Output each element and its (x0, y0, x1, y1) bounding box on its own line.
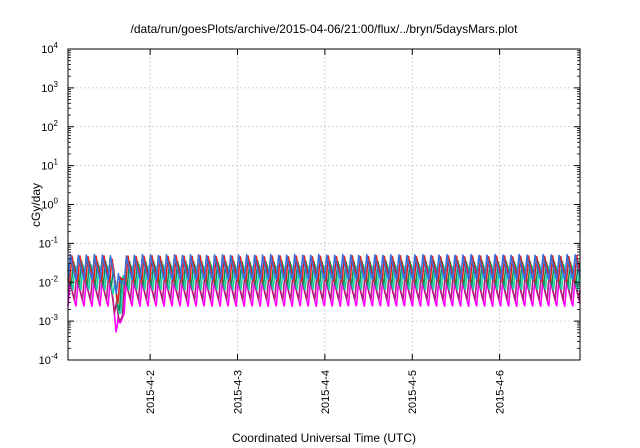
plot-frame (67, 48, 581, 361)
chart-title: /data/run/goesPlots/archive/2015-04-06/2… (131, 22, 519, 36)
y-tick-label: 10-4 (39, 352, 59, 367)
y-tick-label: 100 (41, 197, 58, 212)
series-line (67, 255, 581, 305)
x-axis-title: Coordinated Universal Time (UTC) (232, 431, 416, 445)
y-tick-label: 101 (41, 158, 58, 173)
y-tick-label: 104 (41, 41, 58, 56)
series-line (67, 253, 581, 295)
y-axis-title: cGy/day (29, 183, 43, 227)
x-tick-label: 2015-4-2 (145, 370, 157, 414)
x-tick-label: 2015-4-3 (233, 370, 245, 414)
x-tick-label: 2015-4-6 (495, 370, 507, 414)
y-tick-label: 102 (41, 119, 58, 134)
x-tick-label: 2015-4-5 (407, 370, 419, 414)
y-tick-label: 10-3 (39, 313, 59, 328)
y-tick-label: 103 (41, 80, 58, 95)
x-tick-label: 2015-4-4 (320, 370, 332, 414)
series-group (67, 253, 581, 333)
y-tick-label: 10-1 (39, 235, 59, 250)
grid (68, 49, 580, 360)
y-tick-label: 10-2 (39, 274, 59, 289)
axes: 10-4 10-3 10-2 10-1 100 101 102 103 104 2015-4-2 2… (39, 41, 581, 414)
